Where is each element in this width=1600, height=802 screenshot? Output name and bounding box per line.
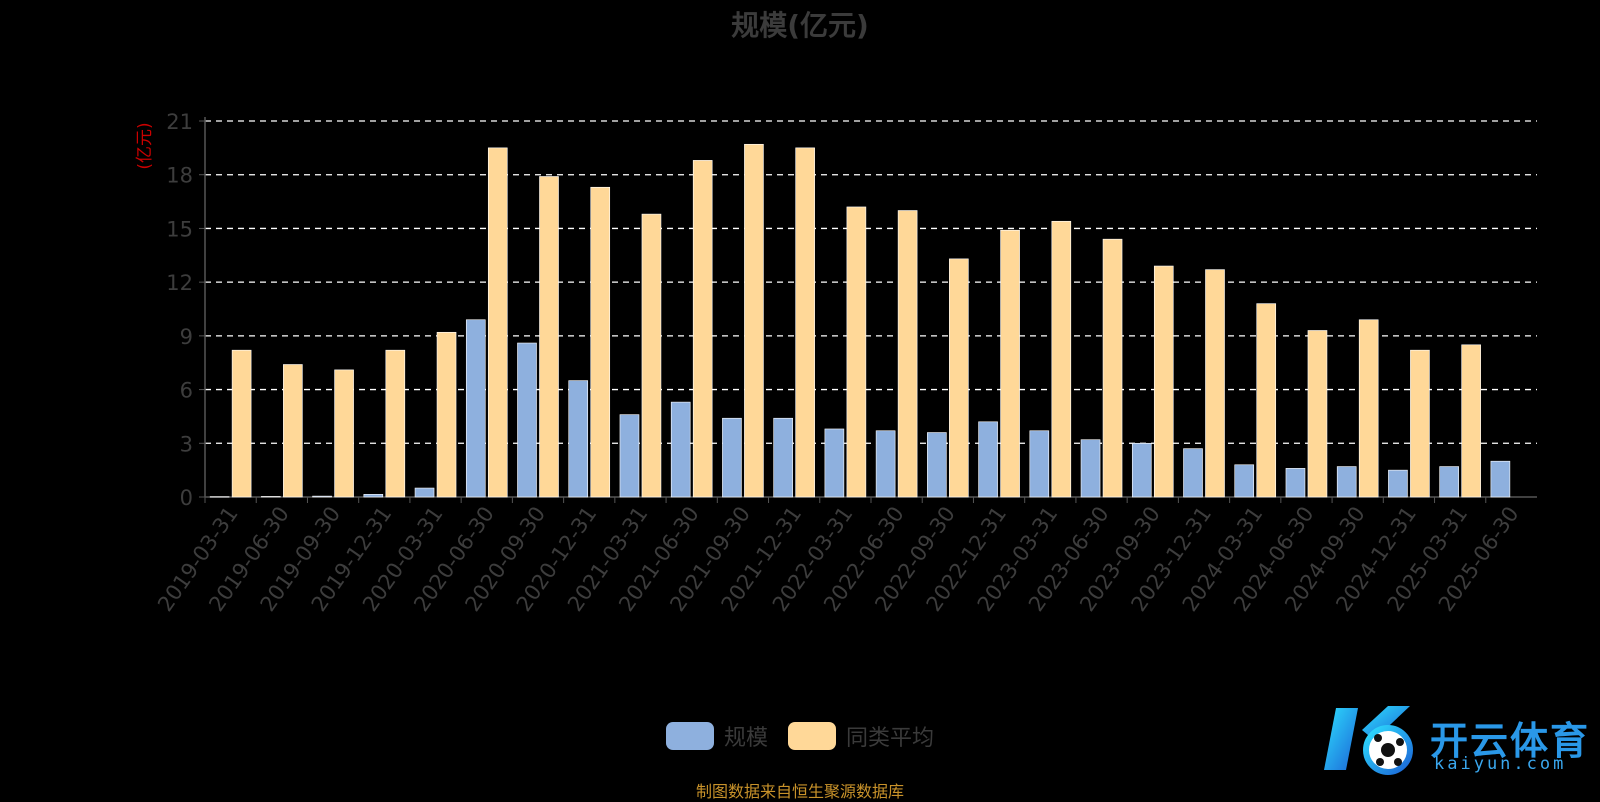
- legend-label-peer-average: 同类平均: [846, 726, 935, 751]
- bar-scale: [1490, 460, 1511, 498]
- y-tick-label: 12: [166, 271, 193, 295]
- y-tick-label: 18: [166, 164, 193, 188]
- legend-label-scale: 规模: [723, 726, 768, 751]
- legend-swatch-scale: [665, 722, 714, 750]
- bar-scale: [568, 380, 589, 498]
- bar-scale: [1439, 466, 1459, 498]
- bar-peer-average: [744, 143, 764, 498]
- bar-peer-average: [385, 349, 406, 498]
- bar-peer-average: [334, 369, 354, 498]
- bar-scale: [465, 319, 486, 498]
- kaiyun-logo-icon: [1324, 706, 1413, 775]
- chart-title: 规模(亿元): [731, 9, 869, 42]
- bar-peer-average: [897, 210, 918, 498]
- bar-peer-average: [1256, 303, 1277, 498]
- y-tick-label: 15: [166, 217, 193, 241]
- bar-peer-average: [590, 186, 611, 498]
- legend-item-peer-average[interactable]: 同类平均: [788, 720, 934, 752]
- source-note: 制图数据来自恒生聚源数据库: [695, 782, 904, 801]
- bar-peer-average: [1410, 349, 1430, 498]
- bar-scale: [1131, 442, 1152, 498]
- bar-peer-average: [1205, 269, 1225, 498]
- bar-peer-average: [539, 176, 559, 498]
- bar-scale: [363, 494, 384, 498]
- y-axis-label: (亿元): [135, 122, 155, 169]
- bar-peer-average: [1051, 220, 1072, 498]
- bar-scale: [722, 417, 742, 498]
- y-tick-label: 9: [180, 325, 193, 349]
- bar-scale: [1285, 468, 1306, 498]
- kaiyun-logo: 开云体育 kaiyun.com: [1318, 700, 1598, 784]
- kaiyun-logo-text: 开云体育: [1430, 719, 1591, 763]
- bar-scale: [619, 414, 640, 498]
- bar-peer-average: [487, 147, 508, 498]
- bar-scale: [1388, 469, 1408, 498]
- bar-peer-average: [641, 213, 662, 498]
- bar-peer-average: [1358, 319, 1379, 498]
- bar-peer-average: [795, 147, 815, 498]
- bar-chart: 036912151821(亿元)2019-03-312019-06-302019…: [135, 110, 1537, 616]
- bar-peer-average: [1102, 238, 1123, 498]
- y-tick-label: 6: [180, 379, 193, 403]
- y-tick-label: 21: [166, 110, 193, 134]
- bar-peer-average: [1307, 330, 1328, 498]
- bar-peer-average: [846, 206, 867, 498]
- bar-peer-average: [283, 364, 303, 498]
- bar-scale: [517, 342, 537, 498]
- bar-scale: [1336, 466, 1357, 498]
- legend: 规模 同类平均: [0, 720, 1600, 752]
- bar-scale: [824, 428, 845, 498]
- bar-scale: [312, 495, 332, 498]
- bar-peer-average: [436, 331, 457, 498]
- bar-scale: [1183, 448, 1203, 498]
- bar-scale: [773, 417, 793, 498]
- bar-peer-average: [1000, 229, 1020, 498]
- bar-peer-average: [231, 349, 252, 498]
- bar-scale: [414, 487, 435, 498]
- bar-scale: [209, 496, 230, 498]
- bar-scale: [1029, 430, 1050, 498]
- bar-scale: [927, 432, 947, 498]
- y-tick-label: 0: [180, 486, 193, 510]
- bar-scale: [670, 401, 691, 498]
- bar-scale: [261, 496, 281, 498]
- bar-scale: [1234, 464, 1255, 498]
- bar-peer-average: [692, 160, 713, 498]
- bar-scale: [1080, 439, 1101, 498]
- kaiyun-logo-url: kaiyun.com: [1434, 754, 1567, 774]
- bar-peer-average: [949, 258, 969, 498]
- bar-scale: [978, 421, 998, 498]
- legend-item-scale[interactable]: 规模: [665, 720, 768, 752]
- legend-swatch-peer-average: [788, 722, 836, 750]
- bar-peer-average: [1153, 265, 1174, 498]
- bar-scale: [875, 430, 896, 498]
- bar-peer-average: [1461, 344, 1481, 498]
- y-tick-label: 3: [180, 432, 193, 456]
